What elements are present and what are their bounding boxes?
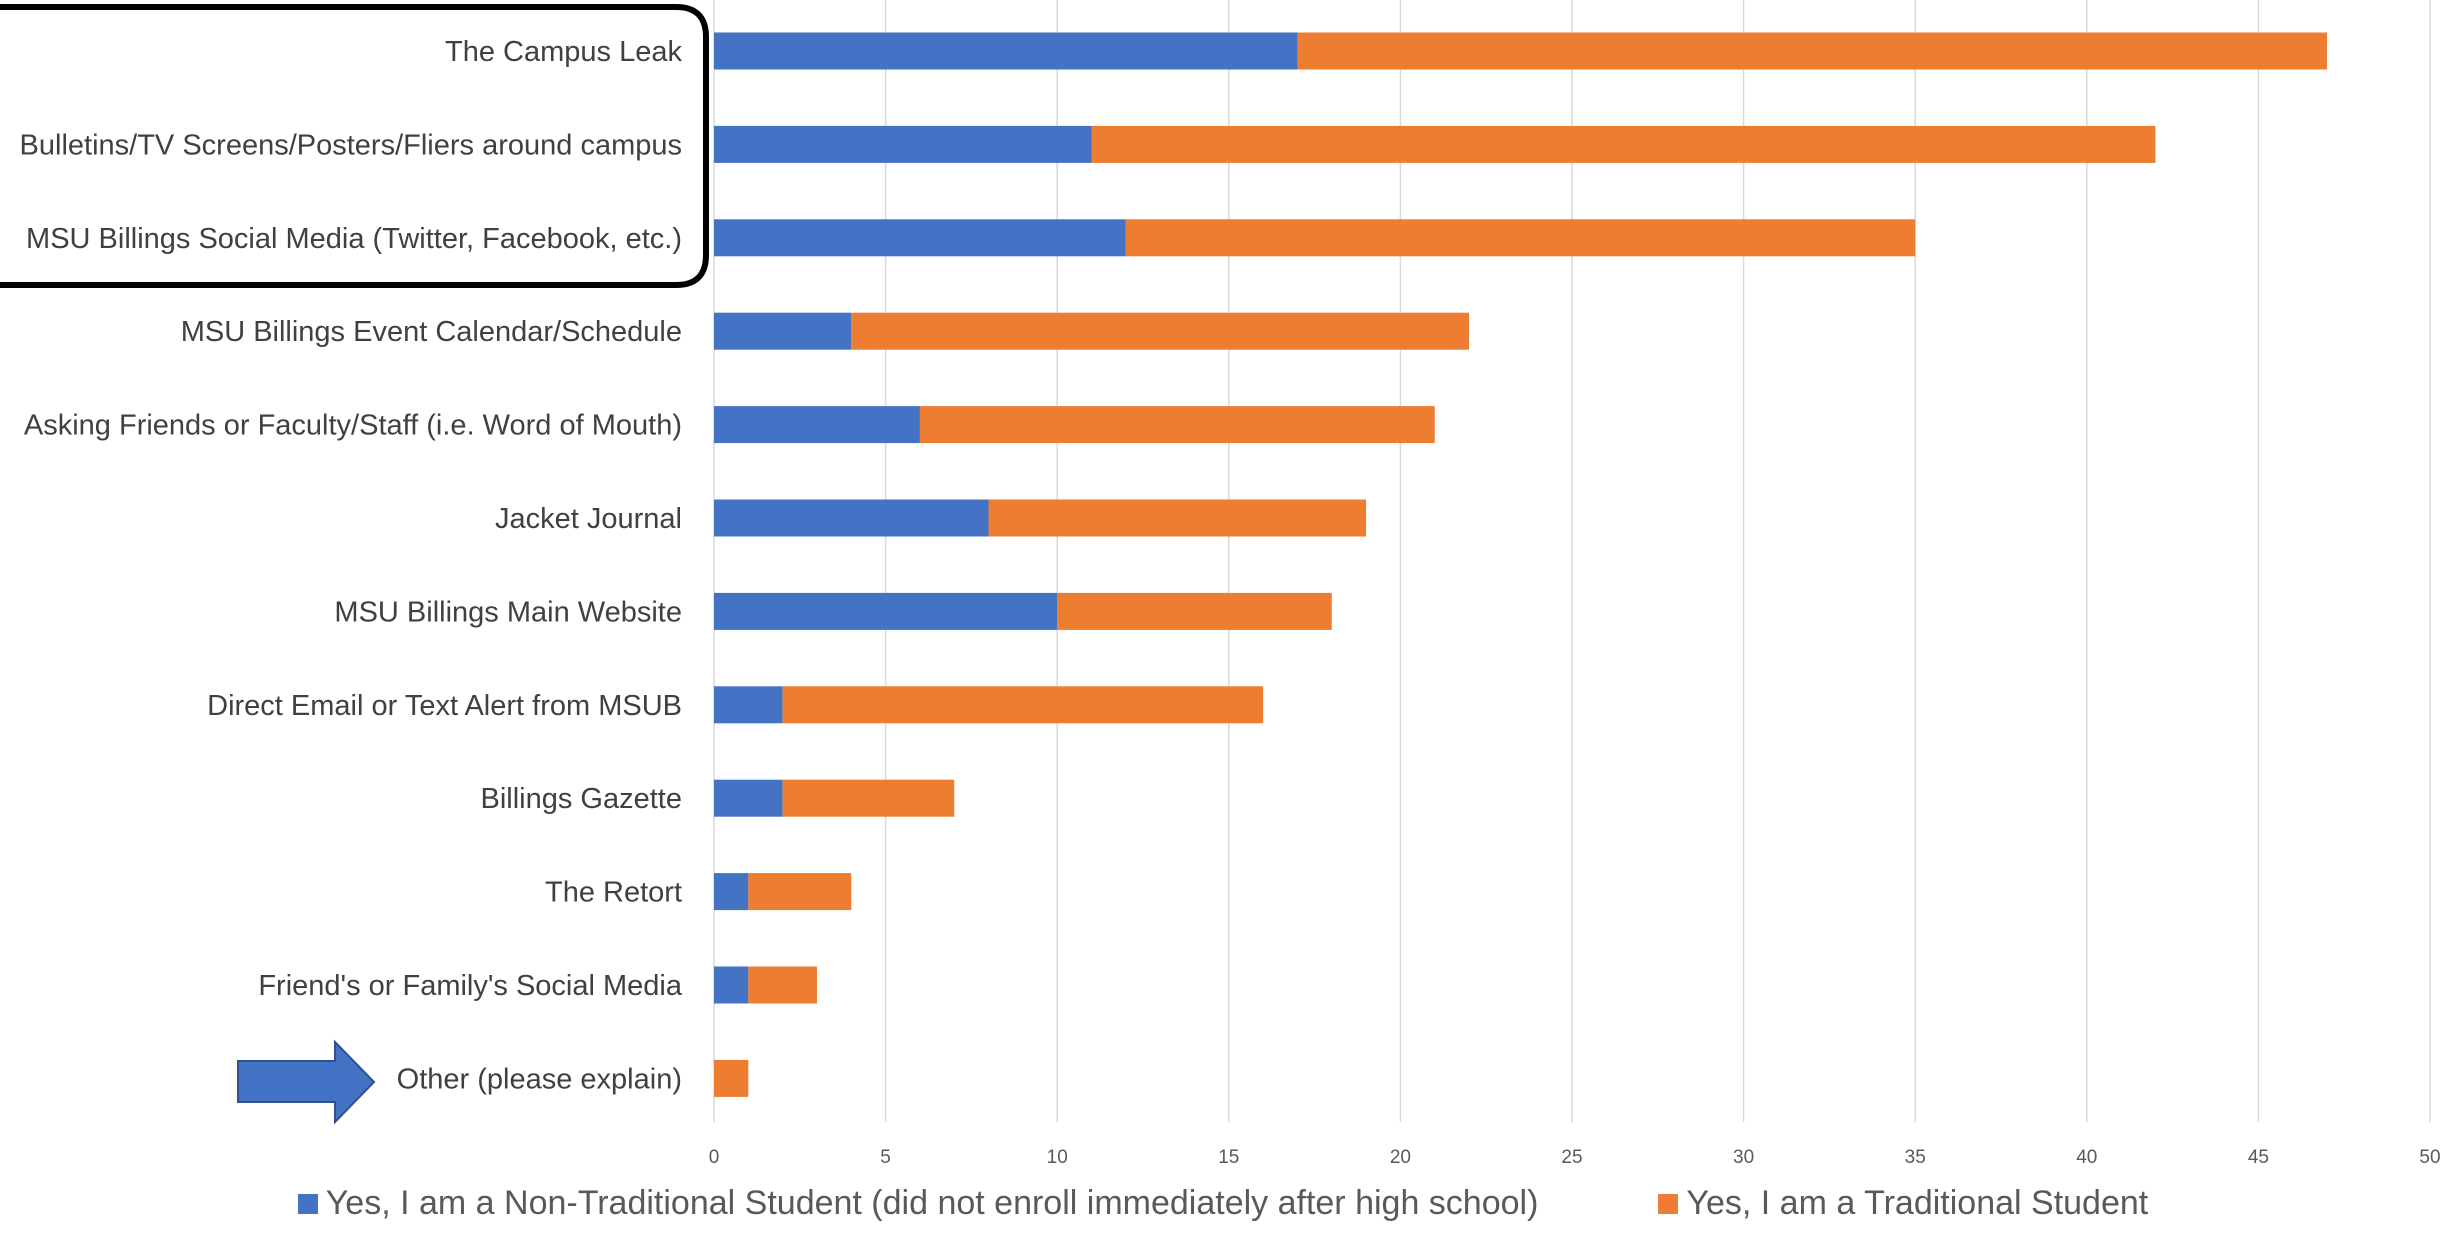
category-label: MSU Billings Social Media (Twitter, Face… [26,223,682,255]
x-tick-label: 45 [2248,1147,2269,1168]
bar-non-traditional [714,592,1058,630]
bar-traditional [1125,219,1916,257]
legend-swatch-traditional [1658,1193,1679,1214]
legend-swatch-non-traditional [297,1193,318,1214]
bar-non-traditional [714,966,749,1004]
bar-non-traditional [714,219,1126,257]
x-tick-label: 25 [1561,1147,1582,1168]
gridlines [713,0,2431,1122]
category-label: Bulletins/TV Screens/Posters/Fliers arou… [20,129,682,161]
bar-traditional [851,312,1470,350]
bar-traditional [782,779,955,817]
category-label: Direct Email or Text Alert from MSUB [207,690,682,722]
x-tick-label: 15 [1218,1147,1239,1168]
x-tick-label: 0 [709,1147,720,1168]
x-tick-label: 35 [1905,1147,1926,1168]
x-tick-label: 5 [880,1147,891,1168]
category-label: The Campus Leak [445,36,682,68]
arrow-icon [237,1039,376,1125]
x-tick-labels: 0 5 10 15 20 25 30 35 40 45 50 [709,1147,2441,1168]
bar-traditional [988,499,1367,537]
bar-traditional [748,873,852,911]
bar-traditional [1091,125,2156,163]
category-labels: The Campus Leak Bulletins/TV Screens/Post… [20,36,683,1095]
legend-label-non-traditional: Yes, I am a Non-Traditional Student (did… [325,1184,1539,1222]
category-label: The Retort [545,877,682,909]
bar-traditional [1057,592,1332,630]
category-label: MSU Billings Main Website [334,596,682,628]
bar-non-traditional [714,312,852,350]
category-label: Other (please explain) [397,1063,682,1095]
bar-traditional [714,1059,749,1097]
category-label: Jacket Journal [495,503,682,535]
x-tick-label: 10 [1047,1147,1068,1168]
bar-non-traditional [714,32,1298,70]
category-label: MSU Billings Event Calendar/Schedule [181,316,682,348]
x-tick-label: 30 [1733,1147,1754,1168]
bar-non-traditional [714,873,749,911]
x-tick-label: 40 [2076,1147,2097,1168]
legend-item-non-traditional: Yes, I am a Non-Traditional Student (did… [297,1184,1539,1223]
legend: Yes, I am a Non-Traditional Student (did… [0,1184,2446,1223]
bar-non-traditional [714,499,989,537]
category-label: Billings Gazette [481,783,683,815]
x-tick-label: 20 [1390,1147,1411,1168]
bar-non-traditional [714,125,1092,163]
category-label: Friend's or Family's Social Media [258,970,683,1002]
bar-non-traditional [714,686,783,724]
bars [714,32,2328,1097]
bar-traditional [1297,32,2328,70]
bar-traditional [782,686,1264,724]
bar-non-traditional [714,406,920,444]
legend-item-traditional: Yes, I am a Traditional Student [1658,1184,2148,1223]
bar-traditional [919,406,1435,444]
legend-label-traditional: Yes, I am a Traditional Student [1686,1184,2149,1222]
category-label: Asking Friends or Faculty/Staff (i.e. Wo… [24,410,682,442]
highlight-box [0,4,709,288]
x-tick-label: 50 [2419,1147,2440,1168]
bar-traditional [748,966,817,1004]
bar-non-traditional [714,779,783,817]
